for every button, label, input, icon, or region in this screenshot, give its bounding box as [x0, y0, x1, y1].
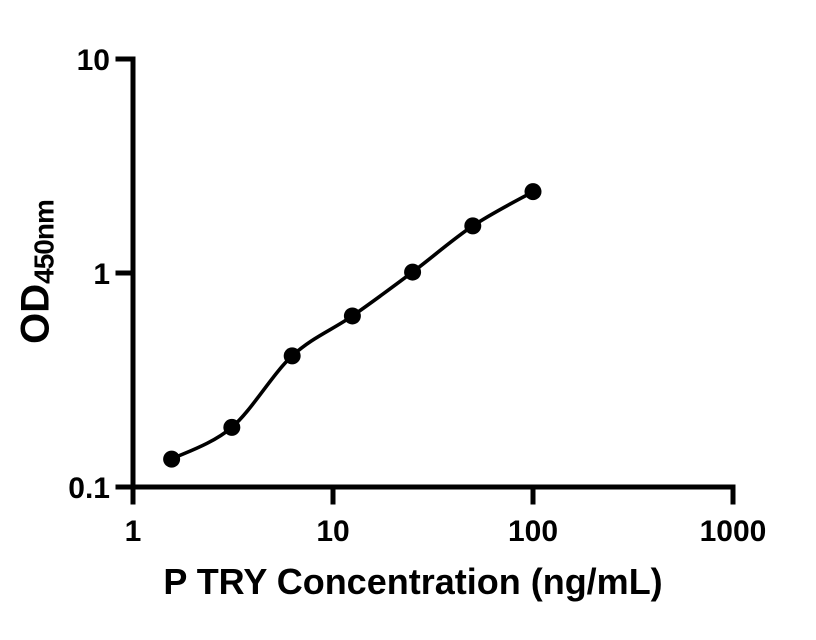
x-tick-label: 100: [508, 515, 558, 548]
x-tick-label: 10: [316, 515, 349, 548]
y-axis-title: OD450nm: [13, 200, 60, 344]
y-axis-title-main: OD: [13, 283, 58, 344]
data-point: [223, 418, 241, 436]
data-point: [343, 307, 361, 325]
x-axis-title: P TRY Concentration (ng/mL): [163, 561, 663, 602]
y-axis-title-subscript: 450nm: [28, 200, 60, 284]
y-tick-label: 10: [77, 44, 110, 77]
data-point: [524, 183, 542, 201]
y-tick-label: 0.1: [68, 472, 110, 505]
data-point: [404, 263, 422, 281]
data-point: [163, 450, 181, 468]
x-tick-label: 1: [125, 515, 142, 548]
x-tick-label: 1000: [700, 515, 767, 548]
y-tick-label: 1: [93, 258, 110, 291]
data-point: [464, 217, 482, 235]
data-point: [283, 347, 301, 365]
